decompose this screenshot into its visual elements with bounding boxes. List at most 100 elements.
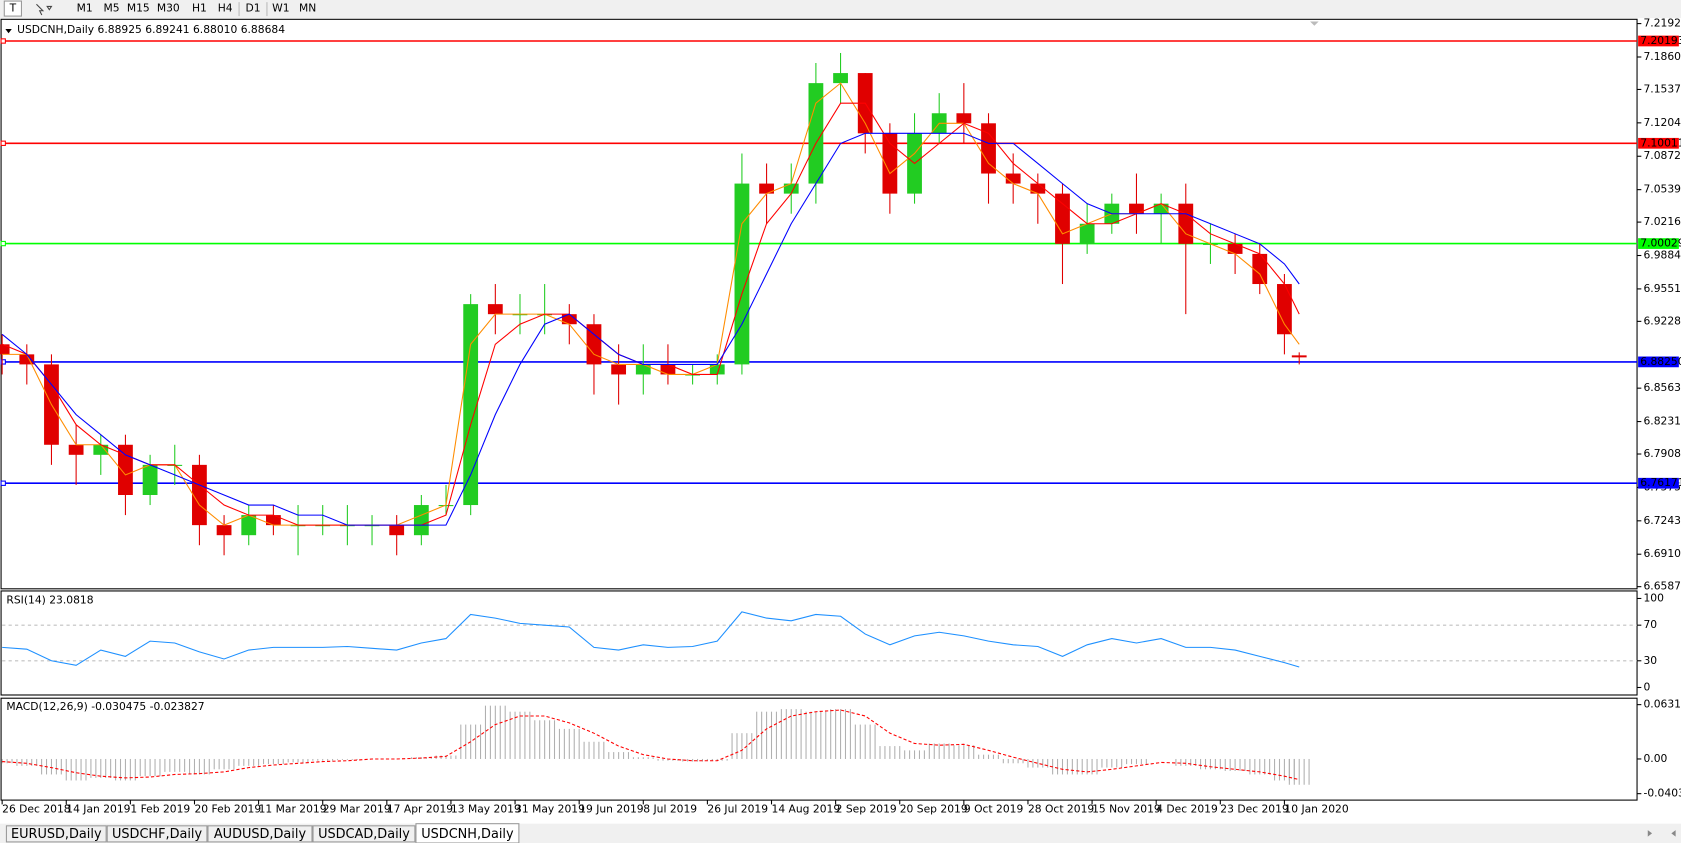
- tab[interactable]: [106, 825, 208, 843]
- level-label-box: [1638, 35, 1679, 47]
- y-tick-label: 30: [1643, 654, 1657, 667]
- timeframe-button[interactable]: [294, 1, 321, 18]
- candle-body: [0, 344, 10, 355]
- level-handle[interactable]: [0, 38, 6, 44]
- text-tool[interactable]: [3, 0, 22, 17]
- x-tick-label: 2 Sep 2019: [836, 803, 897, 816]
- y-tick-label: 6.69105: [1643, 547, 1681, 560]
- candle-body: [956, 113, 972, 124]
- candle-body: [586, 324, 602, 365]
- candle-body: [1055, 193, 1070, 244]
- candle-body: [635, 364, 651, 375]
- tab-label: USDCNH,Daily: [421, 827, 514, 842]
- candle-body: [216, 525, 232, 536]
- tab-label: USDCAD,Daily: [318, 827, 410, 842]
- y-tick-label: 0.00: [1643, 752, 1667, 765]
- level-label: 7.20193: [1640, 34, 1681, 47]
- timeframe-label: MN: [299, 2, 316, 15]
- chart-area: [0, 18, 1681, 825]
- candle-body: [709, 364, 725, 375]
- candle-body: [1291, 355, 1307, 358]
- level-handle[interactable]: [0, 359, 6, 365]
- level-handle[interactable]: [0, 240, 6, 247]
- timeframe-button[interactable]: [155, 1, 182, 18]
- tab[interactable]: [312, 825, 416, 843]
- y-tick-label: 6.82310: [1643, 415, 1681, 428]
- y-tick-label: 7.02165: [1643, 215, 1681, 228]
- candle-body: [981, 123, 996, 174]
- timeframe-button[interactable]: [240, 1, 266, 18]
- y-tick-label: 6.72430: [1643, 514, 1681, 527]
- y-tick-label: 6.79080: [1643, 447, 1681, 460]
- macd-panel-frame: [0, 697, 1638, 801]
- candle-body: [389, 525, 405, 536]
- timeframe-label: M30: [157, 2, 180, 15]
- level-label: 7.10011: [1640, 136, 1681, 149]
- y-tick-label: 7.05395: [1643, 183, 1681, 196]
- y-tick-label: 0: [1643, 680, 1650, 693]
- indicator-line: [2, 82, 1300, 526]
- y-tick-label: 6.65875: [1643, 580, 1681, 593]
- panel-title: USDCNH,Daily 6.88925 6.89241 6.88010 6.8…: [17, 23, 285, 36]
- candle-body: [833, 73, 848, 84]
- x-tick-label: 20 Sep 2019: [900, 803, 968, 816]
- timeframe-button[interactable]: [98, 1, 125, 18]
- level-label-box: [1638, 238, 1679, 249]
- toolbar: [0, 0, 1681, 19]
- timeframe-button[interactable]: [212, 1, 238, 18]
- text-tool-icon: T: [9, 2, 17, 15]
- timeframe-label: M5: [103, 2, 119, 15]
- candle-body: [290, 525, 306, 527]
- level-label: 6.88250: [1640, 355, 1681, 368]
- candle-body: [339, 525, 355, 527]
- candle-body: [487, 304, 503, 315]
- timeframe-button[interactable]: [186, 1, 213, 18]
- level-handle[interactable]: [0, 140, 6, 146]
- cursor-tool[interactable]: [36, 3, 53, 16]
- tab[interactable]: [207, 825, 313, 843]
- x-tick-label: 10 Jan 2020: [1284, 803, 1348, 816]
- candle-body: [364, 525, 380, 527]
- candle-body: [512, 314, 528, 316]
- x-tick-label: 17 Apr 2019: [387, 803, 453, 816]
- candle-body: [734, 183, 750, 365]
- candle-body: [192, 464, 207, 526]
- candle-body: [142, 464, 158, 495]
- candle-body: [561, 314, 577, 325]
- level-handle[interactable]: [0, 480, 6, 486]
- timeframe-button[interactable]: [268, 1, 294, 18]
- title-arrow: [5, 28, 12, 34]
- timeframe-button[interactable]: [71, 1, 98, 18]
- x-tick-label: 23 Dec 2019: [1220, 803, 1289, 816]
- y-tick-label: 0.063184: [1643, 698, 1681, 711]
- y-tick-label: 7.18600: [1643, 50, 1681, 63]
- x-tick-label: 4 Dec 2019: [1156, 803, 1218, 816]
- candle-body: [759, 183, 774, 194]
- y-tick-label: 100: [1643, 591, 1664, 604]
- candle-body: [413, 505, 429, 536]
- main-panel-frame: [0, 18, 1638, 590]
- candle-body: [783, 183, 799, 194]
- candle-body: [315, 525, 331, 527]
- x-tick-label: 26 Jul 2019: [707, 803, 768, 816]
- y-tick-label: 7.21925: [1643, 17, 1681, 30]
- tab[interactable]: [415, 823, 520, 843]
- timeframe-label: D1: [245, 2, 260, 15]
- x-tick-label: 1 Feb 2019: [130, 803, 190, 816]
- candle-body: [1079, 223, 1095, 244]
- x-tick-label: 26 Dec 2018: [2, 803, 71, 816]
- x-tick-label: 14 Aug 2019: [772, 803, 841, 816]
- timeframe-button[interactable]: [125, 1, 152, 18]
- y-tick-label: 7.12045: [1643, 116, 1681, 129]
- y-tick-label: 6.92285: [1643, 314, 1681, 327]
- candle-body: [1153, 203, 1169, 214]
- y-tick-label: 6.95515: [1643, 282, 1681, 295]
- shift-marker: [1310, 21, 1319, 26]
- candle-body: [1129, 203, 1144, 214]
- tab[interactable]: [5, 825, 107, 843]
- x-tick-label: 13 May 2019: [451, 803, 521, 816]
- candle-body: [265, 515, 281, 526]
- y-tick-label: 70: [1643, 618, 1657, 631]
